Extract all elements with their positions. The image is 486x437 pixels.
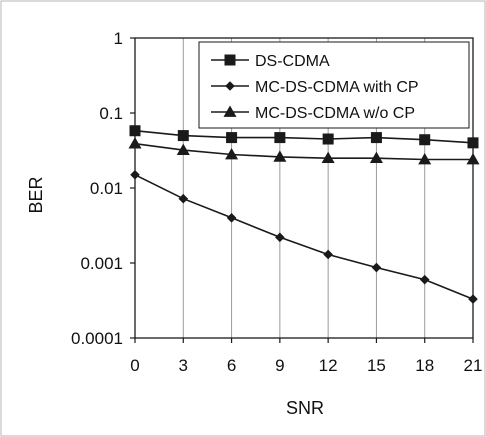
data-point-square — [177, 130, 189, 142]
series-square — [129, 125, 479, 149]
legend-label: MC-DS-CDMA w/o CP — [255, 105, 415, 122]
data-point-triangle — [128, 137, 142, 149]
legend-swatch-marker — [223, 105, 237, 117]
legend: DS-CDMA MC-DS-CDMA with CP MC-DS-CDMA w/o … — [198, 41, 470, 129]
x-tick-label: 12 — [319, 356, 338, 375]
data-point-triangle — [466, 152, 480, 165]
series-layer — [128, 125, 480, 304]
data-point-square — [274, 132, 286, 144]
data-point-square — [370, 132, 382, 144]
y-tick-label: 1 — [114, 29, 123, 48]
legend-label: MC-DS-CDMA with CP — [255, 79, 419, 96]
legend-box — [198, 41, 470, 129]
data-point-triangle — [369, 151, 383, 164]
legend-label: DS-CDMA — [255, 53, 330, 70]
data-point-triangle — [273, 150, 287, 162]
data-point-diamond — [323, 249, 333, 260]
x-tick-label: 15 — [367, 356, 386, 375]
data-point-diamond — [468, 294, 478, 304]
data-point-triangle — [418, 152, 432, 165]
y-tick-label: 0.1 — [99, 104, 123, 123]
data-point-square — [129, 125, 141, 137]
legend-entry-square: DS-CDMA — [211, 53, 330, 70]
y-tick-label: 0.001 — [80, 254, 123, 273]
data-point-diamond — [226, 213, 237, 223]
x-tick-label: 21 — [464, 356, 483, 375]
series-diamond — [130, 169, 478, 304]
y-tick-label: 0.0001 — [71, 329, 123, 348]
legend-entry-diamond: MC-DS-CDMA with CP — [211, 79, 419, 96]
data-point-triangle — [321, 151, 335, 164]
x-axis-title: SNR — [286, 398, 324, 418]
data-point-diamond — [419, 274, 430, 285]
data-point-square — [322, 133, 334, 145]
data-point-diamond — [130, 169, 140, 180]
data-point-triangle — [176, 143, 190, 155]
x-tick-label: 0 — [130, 356, 139, 375]
data-point-square — [419, 134, 431, 146]
legend-swatch-marker — [224, 54, 236, 66]
data-point-square — [467, 137, 479, 149]
x-tick-label: 3 — [179, 356, 188, 375]
legend-swatch-marker — [225, 81, 235, 91]
data-point-diamond — [178, 193, 189, 204]
series-triangle — [128, 137, 480, 165]
x-tick-label: 6 — [227, 356, 236, 375]
series-line — [134, 142, 473, 161]
axes-layer: 1 0.1 0.01 0.001 0.0001 0 3 6 9 12 15 18 21 — [71, 29, 482, 375]
data-point-triangle — [225, 147, 239, 160]
y-tick-label: 0.01 — [90, 179, 123, 198]
series-line — [134, 129, 474, 144]
legend-entry-triangle: MC-DS-CDMA w/o CP — [211, 105, 415, 122]
x-tick-label: 18 — [415, 356, 434, 375]
series-line — [134, 174, 474, 300]
x-tick-label: 9 — [275, 356, 284, 375]
data-point-square — [226, 132, 238, 144]
data-point-diamond — [275, 232, 285, 243]
data-point-diamond — [371, 262, 382, 273]
y-axis-title: BER — [26, 176, 46, 213]
